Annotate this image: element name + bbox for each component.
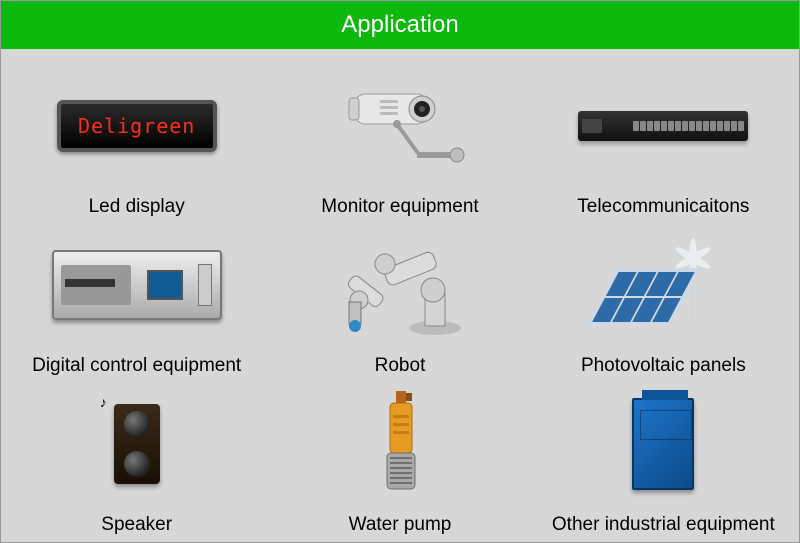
header-bar: Application	[1, 1, 799, 49]
cell-label: Robot	[375, 355, 426, 377]
camera-icon	[268, 59, 531, 192]
solar-panel-icon	[532, 218, 795, 351]
cell-label: Digital control equipment	[32, 355, 241, 377]
app-cell-robot: Robot	[268, 218, 531, 377]
app-cell-water-pump: Water pump	[268, 377, 531, 536]
cell-label: Monitor equipment	[321, 196, 478, 218]
cabinet-body	[632, 398, 694, 490]
cnc-machine-icon	[5, 218, 268, 351]
cell-label: Speaker	[101, 514, 172, 536]
music-note-icon: ♪	[100, 394, 107, 410]
industrial-cabinet-icon	[532, 377, 795, 510]
speaker-body: ♪	[114, 404, 160, 484]
app-cell-digital-control: Digital control equipment	[5, 218, 268, 377]
header-title: Application	[341, 11, 458, 39]
speaker-icon: ♪	[5, 377, 268, 510]
app-cell-monitor: Monitor equipment	[268, 59, 531, 218]
cell-label: Photovoltaic panels	[581, 355, 746, 377]
app-cell-photovoltaic: Photovoltaic panels	[532, 218, 795, 377]
cell-label: Telecommunicaitons	[577, 196, 749, 218]
cell-label: Led display	[89, 196, 185, 218]
app-cell-led-display: Deligreen Led display	[5, 59, 268, 218]
cnc-body	[52, 250, 222, 320]
cell-label: Water pump	[349, 514, 452, 536]
application-grid: Deligreen Led display Monitor equipmen	[1, 49, 799, 542]
switch-body	[578, 111, 748, 141]
water-pump-icon	[268, 377, 531, 510]
robot-arm-icon	[268, 218, 531, 351]
network-switch-icon	[532, 59, 795, 192]
app-cell-industrial: Other industrial equipment	[532, 377, 795, 536]
app-cell-speaker: ♪ Speaker	[5, 377, 268, 536]
cell-label: Other industrial equipment	[552, 514, 775, 536]
led-brand-text: Deligreen	[78, 114, 195, 138]
app-cell-telecom: Telecommunicaitons	[532, 59, 795, 218]
led-display-icon: Deligreen	[5, 59, 268, 192]
led-sign: Deligreen	[57, 100, 217, 152]
